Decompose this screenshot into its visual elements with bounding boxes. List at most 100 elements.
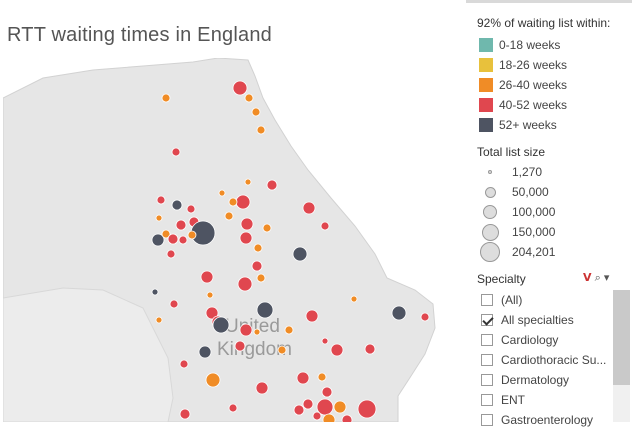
trust-marker[interactable] bbox=[186, 204, 196, 214]
trust-marker[interactable] bbox=[266, 179, 278, 191]
specialty-checkbox[interactable] bbox=[481, 294, 493, 306]
trust-marker[interactable] bbox=[316, 398, 334, 416]
trust-marker[interactable] bbox=[253, 243, 263, 253]
trust-marker[interactable] bbox=[333, 400, 347, 414]
trust-marker[interactable] bbox=[161, 93, 171, 103]
trust-marker[interactable] bbox=[305, 309, 319, 323]
trust-marker[interactable] bbox=[228, 403, 238, 413]
trust-marker[interactable] bbox=[256, 273, 266, 283]
trust-marker[interactable] bbox=[156, 195, 166, 205]
trust-marker[interactable] bbox=[350, 295, 358, 303]
trust-marker[interactable] bbox=[302, 201, 316, 215]
trust-marker[interactable] bbox=[171, 147, 181, 157]
trust-marker[interactable] bbox=[244, 178, 252, 186]
specialty-option[interactable]: Gastroenterology bbox=[481, 411, 593, 429]
trust-marker[interactable] bbox=[244, 93, 254, 103]
trust-markers[interactable] bbox=[151, 80, 430, 422]
trust-marker[interactable] bbox=[187, 230, 197, 240]
trust-marker[interactable] bbox=[255, 381, 269, 395]
specialty-option[interactable]: Cardiology bbox=[481, 331, 558, 349]
dropdown-menu-icon[interactable]: ▾ bbox=[603, 272, 610, 284]
trust-marker[interactable] bbox=[256, 301, 274, 319]
trust-marker[interactable] bbox=[237, 276, 253, 292]
search-icon[interactable]: ⌕ bbox=[594, 272, 601, 284]
size-label: 100,000 bbox=[512, 205, 556, 219]
trust-marker[interactable] bbox=[175, 219, 187, 231]
specialty-option-label: Dermatology bbox=[501, 373, 570, 387]
color-legend-item: 52+ weeks bbox=[479, 116, 557, 134]
size-circle bbox=[480, 242, 500, 262]
trust-marker[interactable] bbox=[232, 80, 248, 96]
specialty-checkbox[interactable] bbox=[481, 314, 493, 326]
trust-marker[interactable] bbox=[357, 399, 377, 419]
trust-marker[interactable] bbox=[277, 345, 287, 355]
trust-marker[interactable] bbox=[284, 325, 294, 335]
trust-marker[interactable] bbox=[302, 398, 314, 410]
trust-marker[interactable] bbox=[200, 270, 214, 284]
trust-marker[interactable] bbox=[171, 199, 183, 211]
map-svg[interactable]: United Kingdom bbox=[3, 58, 469, 422]
trust-marker[interactable] bbox=[312, 411, 322, 421]
filter-tools[interactable]: 𝗩 ⌕ ▾ bbox=[583, 271, 609, 285]
specialty-option[interactable]: ENT bbox=[481, 391, 525, 409]
trust-marker[interactable] bbox=[218, 189, 226, 197]
legend-swatch bbox=[479, 98, 493, 112]
trust-marker[interactable] bbox=[178, 235, 188, 245]
trust-marker[interactable] bbox=[330, 343, 344, 357]
specialty-checkbox[interactable] bbox=[481, 414, 493, 426]
specialty-option[interactable]: Cardiothoracic Su... bbox=[481, 351, 606, 369]
trust-marker[interactable] bbox=[151, 288, 159, 296]
size-legend-title: Total list size bbox=[477, 145, 546, 159]
trust-marker[interactable] bbox=[293, 404, 305, 416]
trust-marker[interactable] bbox=[251, 107, 261, 117]
trust-marker[interactable] bbox=[179, 408, 191, 420]
trust-marker[interactable] bbox=[167, 233, 179, 245]
trust-marker[interactable] bbox=[341, 414, 353, 422]
trust-marker[interactable] bbox=[321, 337, 329, 345]
trust-marker[interactable] bbox=[198, 345, 212, 359]
trust-marker[interactable] bbox=[391, 305, 407, 321]
size-label: 204,201 bbox=[512, 245, 556, 259]
specialty-option[interactable]: (All) bbox=[481, 291, 522, 309]
trust-marker[interactable] bbox=[239, 323, 253, 337]
trust-marker[interactable] bbox=[224, 211, 234, 221]
trust-marker[interactable] bbox=[322, 413, 336, 422]
trust-marker[interactable] bbox=[364, 343, 376, 355]
trust-marker[interactable] bbox=[262, 223, 272, 233]
trust-marker[interactable] bbox=[292, 246, 308, 262]
scrollbar-thumb[interactable] bbox=[613, 290, 630, 385]
trust-marker[interactable] bbox=[234, 340, 246, 352]
trust-marker[interactable] bbox=[155, 316, 163, 324]
trust-marker[interactable] bbox=[212, 316, 230, 334]
specialty-option[interactable]: All specialties bbox=[481, 311, 574, 329]
specialty-option[interactable]: Dermatology bbox=[481, 371, 569, 389]
trust-marker[interactable] bbox=[253, 328, 261, 336]
trust-marker[interactable] bbox=[296, 371, 310, 385]
trust-marker[interactable] bbox=[317, 372, 327, 382]
trust-marker[interactable] bbox=[155, 214, 163, 222]
trust-marker[interactable] bbox=[169, 299, 179, 309]
trust-marker[interactable] bbox=[321, 386, 333, 398]
trust-marker[interactable] bbox=[256, 125, 266, 135]
specialty-checkbox[interactable] bbox=[481, 354, 493, 366]
specialty-checkbox[interactable] bbox=[481, 394, 493, 406]
trust-marker[interactable] bbox=[235, 194, 251, 210]
trust-marker[interactable] bbox=[166, 249, 176, 259]
trust-marker[interactable] bbox=[228, 197, 238, 207]
map-view[interactable]: United Kingdom bbox=[3, 58, 469, 422]
trust-marker[interactable] bbox=[161, 229, 171, 239]
trust-marker[interactable] bbox=[179, 359, 189, 369]
trust-marker[interactable] bbox=[251, 260, 263, 272]
trust-marker[interactable] bbox=[420, 312, 430, 322]
trust-marker[interactable] bbox=[205, 306, 219, 320]
trust-marker[interactable] bbox=[205, 372, 221, 388]
specialty-checkbox[interactable] bbox=[481, 334, 493, 346]
clear-filter-icon[interactable]: 𝗩 bbox=[583, 272, 592, 284]
trust-marker[interactable] bbox=[320, 221, 330, 231]
trust-marker[interactable] bbox=[206, 291, 214, 299]
trust-marker[interactable] bbox=[240, 217, 254, 231]
specialty-scrollbar[interactable] bbox=[613, 290, 630, 422]
specialty-checkbox[interactable] bbox=[481, 374, 493, 386]
trust-marker[interactable] bbox=[151, 233, 165, 247]
trust-marker[interactable] bbox=[239, 231, 253, 245]
